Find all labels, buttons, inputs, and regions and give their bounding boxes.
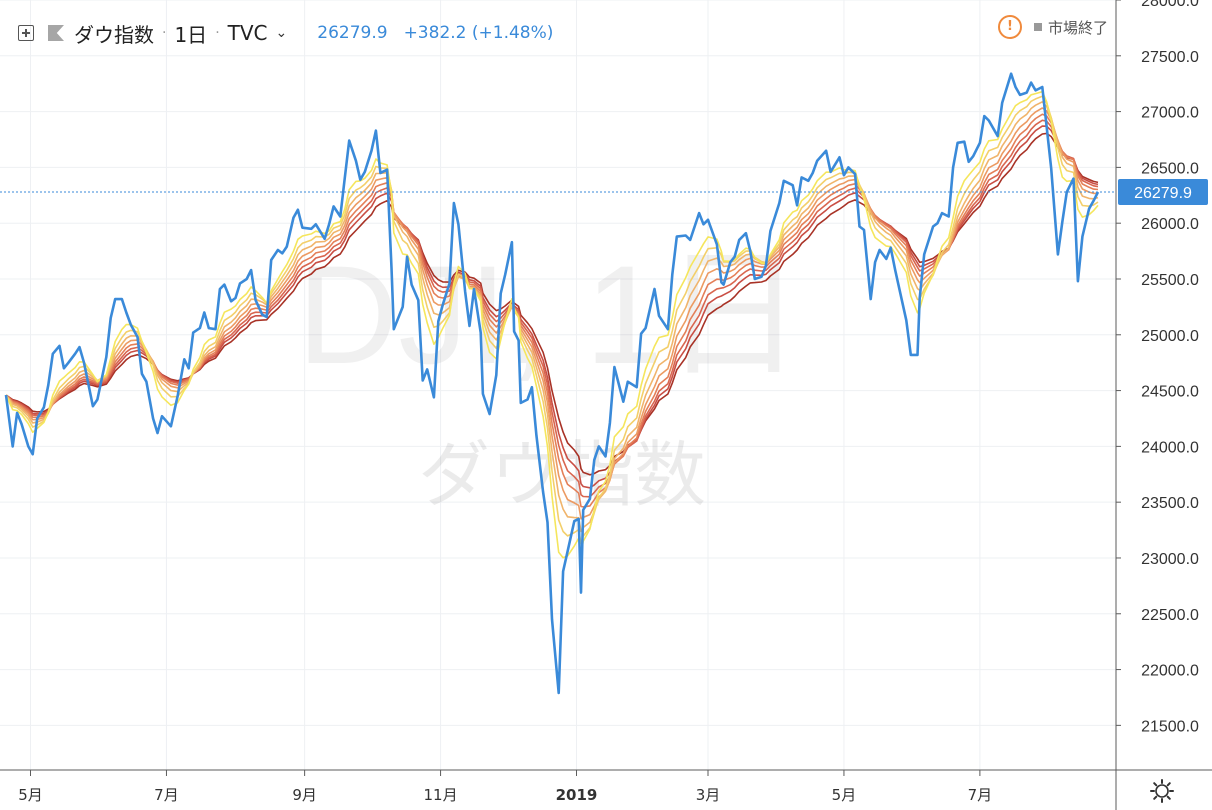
price-tick-label: 22500.0 xyxy=(1141,607,1199,624)
time-tick-label: 7月 xyxy=(968,786,993,804)
time-tick-label: 2019 xyxy=(556,786,598,804)
time-tick-label: 5月 xyxy=(832,786,857,804)
expand-icon[interactable] xyxy=(18,25,34,41)
price-tick-label: 22000.0 xyxy=(1141,663,1199,680)
price-tick-label: 27000.0 xyxy=(1141,105,1199,122)
time-tick-label: 11月 xyxy=(424,786,458,804)
status-square-icon xyxy=(1033,23,1042,31)
price-tick-label: 23500.0 xyxy=(1141,495,1199,512)
separator-dot: · xyxy=(162,25,167,41)
price-tick-label: 25000.0 xyxy=(1141,328,1199,345)
time-tick-label: 7月 xyxy=(154,786,179,804)
flag-icon[interactable] xyxy=(48,25,64,41)
change-value: +382.2 (+1.48%) xyxy=(403,23,554,43)
symbol-name[interactable]: ダウ指数 xyxy=(74,22,154,47)
price-tick-label: 23000.0 xyxy=(1141,551,1199,568)
time-axis[interactable]: 5月 7月 9月 11月 2019 3月 5月 7月 xyxy=(18,770,992,804)
separator-dot: · xyxy=(215,25,220,41)
price-tick-label: 24000.0 xyxy=(1141,439,1199,456)
last-price-text: 26279.9 xyxy=(1134,185,1192,202)
market-status-text: 市場終了 xyxy=(1047,18,1108,37)
time-tick-label: 9月 xyxy=(292,786,317,804)
market-status: ! 市場終了 xyxy=(997,15,1108,39)
warning-icon[interactable]: ! xyxy=(997,15,1022,39)
price-tick-label: 24500.0 xyxy=(1141,384,1199,401)
grid-lines xyxy=(0,0,1116,770)
watermark-symbol: DJI, 1日 xyxy=(297,236,803,393)
interval-label[interactable]: 1日 xyxy=(174,22,208,47)
exchange-label[interactable]: TVC xyxy=(227,21,268,45)
chevron-down-icon[interactable]: ⌄ xyxy=(275,25,288,41)
price-tick-label: 21500.0 xyxy=(1141,718,1199,735)
price-line[interactable] xyxy=(4,72,1100,695)
gear-icon[interactable] xyxy=(1149,778,1175,804)
chart-legend: ダウ指数 · 1日 · TVC ⌄ 26279.9 +382.2 (+1.48%… xyxy=(18,16,553,50)
last-value: 26279.9 xyxy=(317,23,388,43)
price-tick-label: 26000.0 xyxy=(1141,216,1199,233)
price-axis-bg xyxy=(1116,0,1212,770)
watermark-name: ダウ指数 xyxy=(418,433,706,517)
price-tick-label: 25500.0 xyxy=(1141,272,1199,289)
last-price-label: 26279.9 xyxy=(1118,178,1208,205)
time-tick-label: 3月 xyxy=(696,786,721,804)
price-tick-label: 27500.0 xyxy=(1141,49,1199,66)
price-tick-label: 28000.0 xyxy=(1141,0,1199,10)
price-axis[interactable]: 21500.0 22000.0 22500.0 23000.0 23500.0 24000… xyxy=(1116,0,1199,735)
price-tick-label: 26500.0 xyxy=(1141,160,1199,177)
time-tick-label: 5月 xyxy=(18,786,43,804)
